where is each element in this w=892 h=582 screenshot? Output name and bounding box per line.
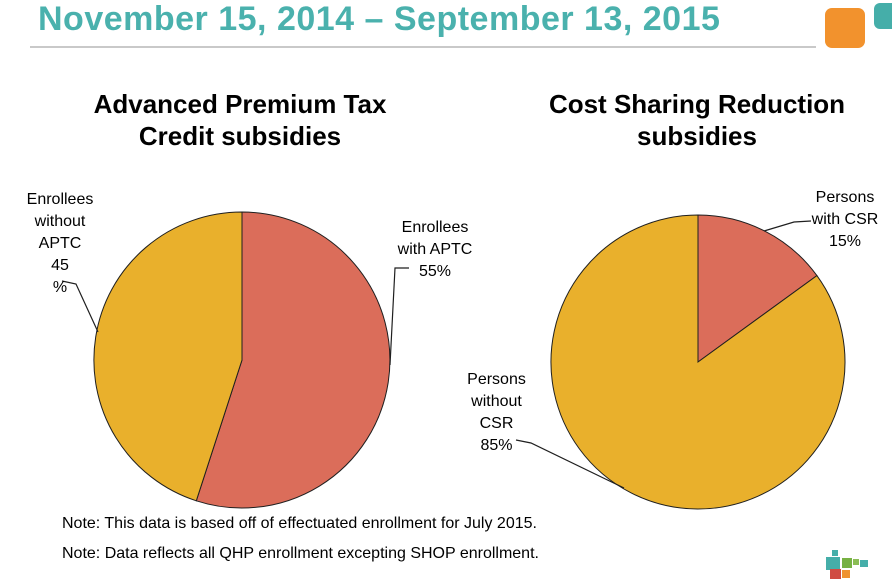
note-effectuated-enrollment: Note: This data is based off of effectua… xyxy=(62,515,537,532)
left-chart-title: Advanced Premium Tax Credit subsidies xyxy=(93,89,387,151)
logo-square xyxy=(832,550,838,556)
logo-square xyxy=(842,570,850,578)
right-chart-title: Cost Sharing Reduction subsidies xyxy=(548,89,846,151)
pixel-blocks-logo xyxy=(826,548,872,582)
orange-accent-square xyxy=(825,8,865,48)
note-qhp-shop: Note: Data reflects all QHP enrollment e… xyxy=(62,545,539,562)
logo-square xyxy=(842,558,852,568)
label-enrollees-without-aptc: Enrollees without APTC 45 % xyxy=(26,191,94,296)
slide-title: November 15, 2014 – September 13, 2015 xyxy=(38,0,721,38)
label-enrollees-with-aptc: Enrollees with APTC 55% xyxy=(397,219,473,280)
logo-square xyxy=(826,557,840,570)
callout-leader-line xyxy=(515,439,625,489)
logo-square xyxy=(853,559,859,565)
teal-accent-square xyxy=(874,3,892,29)
logo-square xyxy=(830,569,841,579)
logo-square xyxy=(860,560,868,567)
label-persons-with-csr: Persons with CSR 15% xyxy=(811,189,879,250)
label-persons-without-csr: Persons without CSR 85% xyxy=(467,371,526,454)
pie-slice xyxy=(195,211,391,509)
pie-slice xyxy=(550,214,846,510)
callout-leader-line xyxy=(389,267,409,366)
callout-leader-line xyxy=(61,280,99,333)
pie-slice xyxy=(93,211,243,502)
title-underline xyxy=(30,46,816,48)
callout-leader-line xyxy=(763,220,812,232)
